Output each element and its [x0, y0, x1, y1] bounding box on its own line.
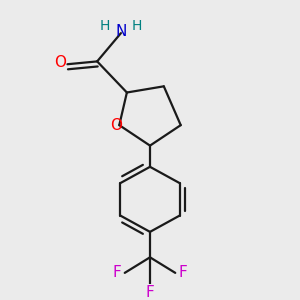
- Text: F: F: [146, 285, 154, 300]
- Text: O: O: [110, 118, 122, 133]
- Text: H: H: [132, 19, 142, 33]
- Text: F: F: [178, 266, 187, 280]
- Text: F: F: [113, 266, 122, 280]
- Text: N: N: [115, 24, 127, 39]
- Text: H: H: [99, 19, 110, 33]
- Text: O: O: [54, 55, 66, 70]
